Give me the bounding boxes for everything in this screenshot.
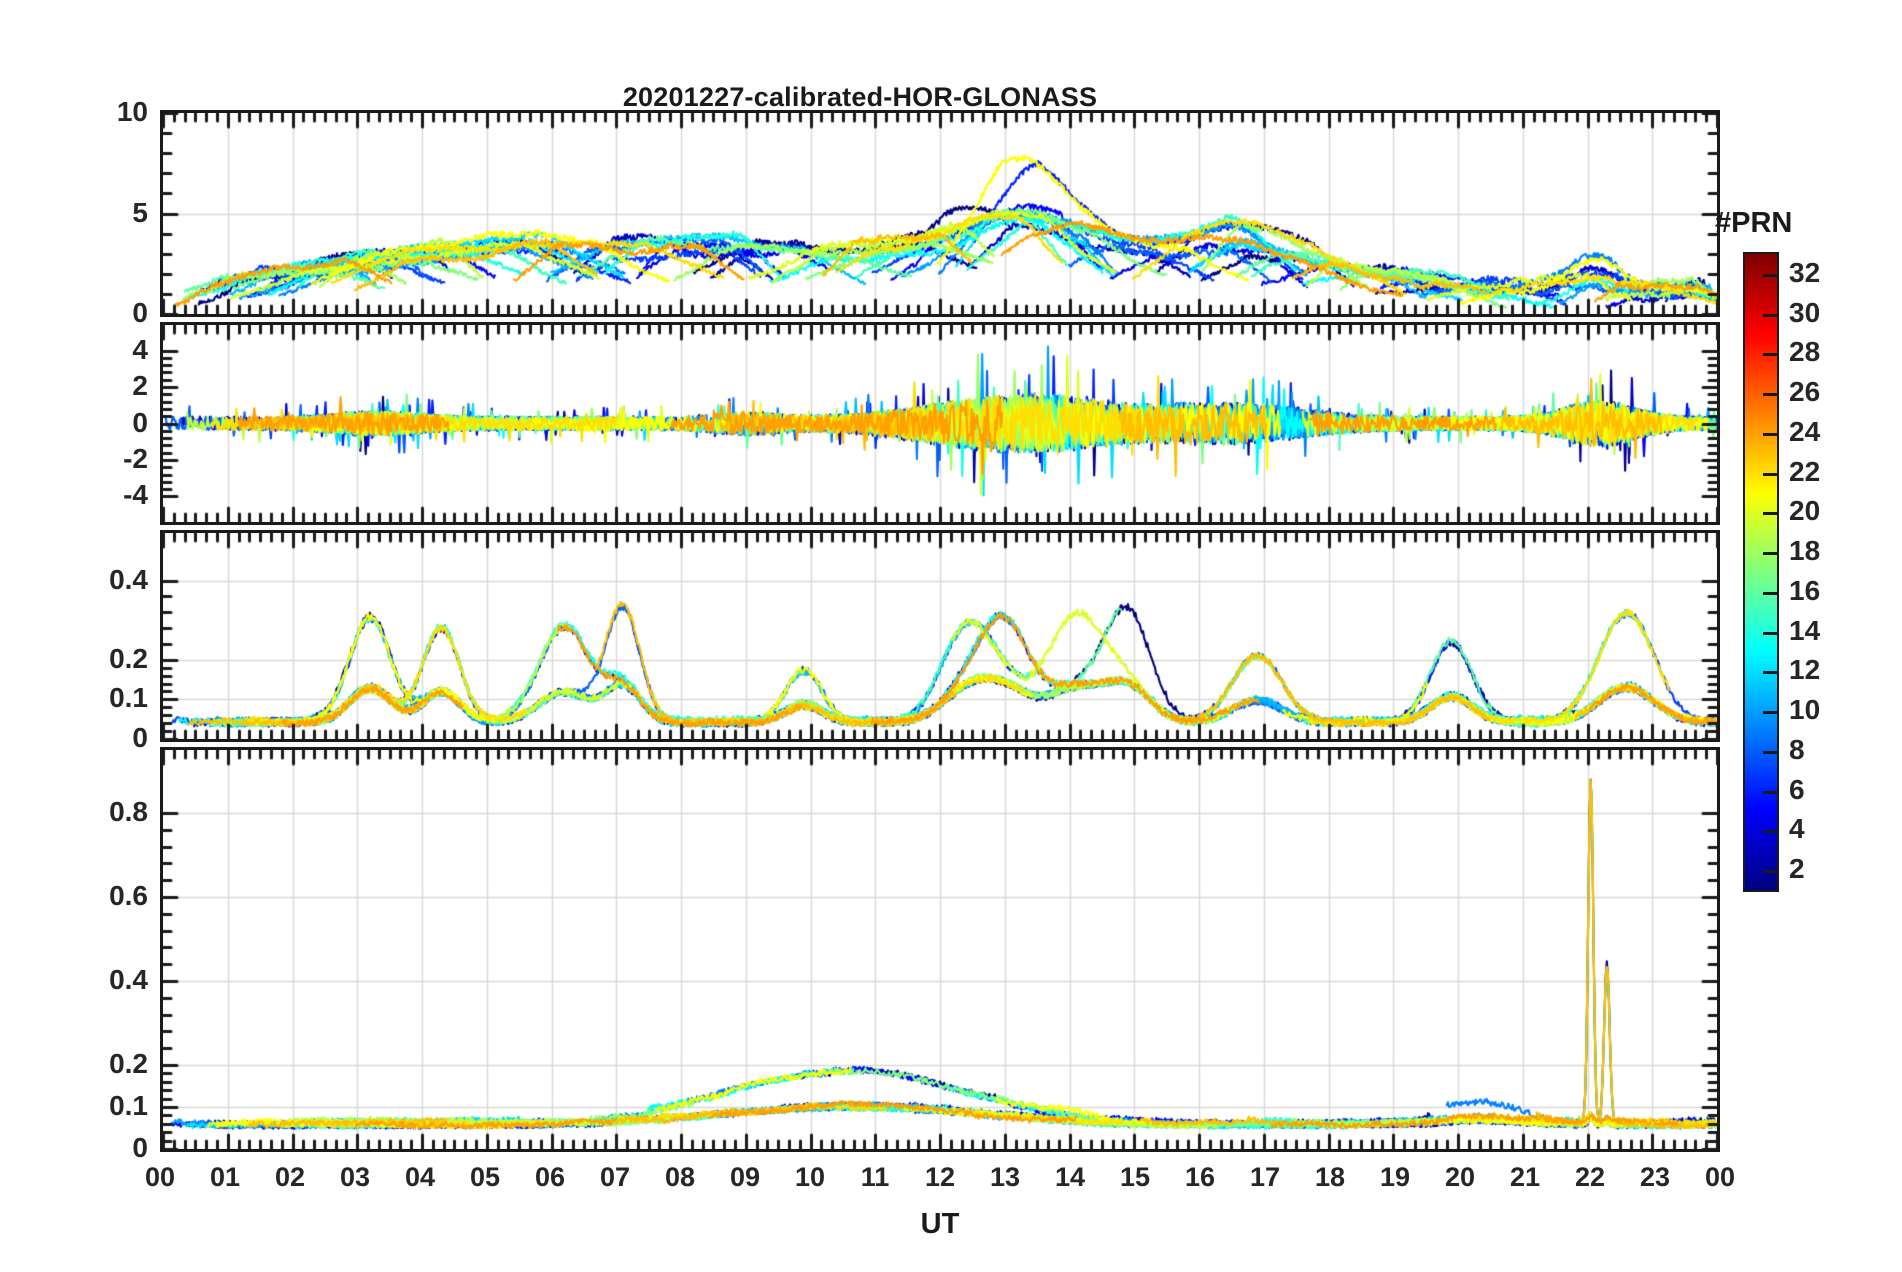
colorbar-tick-13: 6 [1789,773,1805,805]
colorbar-tickmark-15 [1763,870,1777,873]
colorbar-tickmark-13 [1763,791,1777,794]
xtick-9: 09 [729,1162,761,1192]
colorbar-tickmark-11 [1763,711,1777,714]
ytick-vtec-0: 0 [132,297,148,328]
xtick-20: 20 [1444,1162,1476,1192]
ytick-rot-3: 2 [132,370,148,402]
xtick-16: 16 [1184,1162,1216,1192]
xtick-8: 08 [664,1162,696,1192]
plot-canvas-vtec [163,113,1717,314]
colorbar-tickmark-1 [1763,314,1777,317]
colorbar-tick-15: 2 [1789,853,1805,885]
xtick-6: 06 [534,1162,566,1192]
colorbar-tickmark-3 [1763,393,1777,396]
colorbar-tick-0: 32 [1789,256,1821,288]
colorbar-tickmark-8 [1763,592,1777,595]
ytick-vtec-2: 10 [116,96,148,127]
plot-canvas-rot [163,325,1717,522]
plot-panel-sigma_phi [160,747,1720,1152]
ytick-rot-1: -2 [123,442,148,474]
colorbar-tick-4: 24 [1789,415,1821,447]
xtick-14: 14 [1054,1162,1086,1192]
xtick-21: 21 [1509,1162,1541,1192]
x-axis-label: UT [920,1208,960,1240]
xtick-24: 00 [1704,1162,1736,1192]
xtick-18: 18 [1314,1162,1346,1192]
plot-panel-s4 [160,530,1720,742]
xtick-0: 00 [144,1162,176,1192]
colorbar-tick-10: 12 [1789,654,1821,686]
xtick-3: 03 [339,1162,371,1192]
colorbar-tickmark-2 [1763,353,1777,356]
ytick-s4-1: 0.1 [109,682,148,714]
ytick-vtec-1: 5 [132,196,148,228]
ytick-s4-3: 0.4 [109,563,148,595]
colorbar-tick-3: 26 [1789,376,1821,408]
ytick-sigma_phi-4: 0.6 [109,880,148,911]
colorbar-tickmark-12 [1763,751,1777,754]
colorbar-tickmark-9 [1763,632,1777,635]
xtick-1: 01 [209,1162,241,1192]
xtick-10: 10 [794,1162,826,1192]
xtick-15: 15 [1119,1162,1151,1192]
ytick-s4-2: 0.2 [109,642,148,674]
colorbar-tickmark-7 [1763,552,1777,555]
xtick-11: 11 [860,1162,890,1192]
colorbar-tick-8: 16 [1789,574,1821,606]
colorbar-tick-11: 10 [1789,694,1821,726]
xtick-13: 13 [989,1162,1021,1192]
xtick-17: 17 [1249,1162,1281,1192]
ytick-sigma_phi-1: 0.1 [109,1090,148,1121]
plot-panel-vtec [160,110,1720,317]
colorbar-tick-6: 20 [1789,495,1821,527]
plot-panel-rot [160,322,1720,525]
ytick-s4-0: 0 [132,722,148,753]
plot-canvas-s4 [163,533,1717,739]
colorbar-tick-5: 22 [1789,455,1821,487]
colorbar-tick-7: 18 [1789,535,1821,567]
xtick-4: 04 [404,1162,436,1192]
ytick-rot-2: 0 [132,406,148,438]
xtick-5: 05 [469,1162,501,1192]
ytick-rot-0: -4 [123,479,148,511]
prn-colorbar[interactable] [1743,252,1779,892]
colorbar-tick-14: 4 [1789,813,1805,845]
ytick-sigma_phi-2: 0.2 [109,1048,148,1079]
colorbar-title: #PRN [1715,207,1793,239]
ytick-sigma_phi-5: 0.8 [109,796,148,827]
figure-title: 20201227-calibrated-HOR-GLONASS [622,82,1098,112]
xtick-19: 19 [1379,1162,1411,1192]
ytick-sigma_phi-3: 0.4 [109,964,148,995]
colorbar-tick-9: 14 [1789,614,1821,646]
colorbar-gradient [1745,254,1777,890]
colorbar-tickmark-14 [1763,830,1777,833]
ytick-rot-4: 4 [132,333,148,365]
colorbar-tickmark-10 [1763,671,1777,674]
colorbar-tickmark-4 [1763,433,1777,436]
colorbar-tickmark-6 [1763,512,1777,515]
colorbar-tickmark-0 [1763,274,1777,277]
colorbar-tick-2: 28 [1789,336,1821,368]
colorbar-tick-12: 8 [1789,733,1805,765]
xtick-12: 12 [924,1162,956,1192]
xtick-23: 23 [1639,1162,1671,1192]
xtick-2: 02 [274,1162,306,1192]
xtick-7: 07 [599,1162,631,1192]
xtick-22: 22 [1574,1162,1606,1192]
plot-canvas-sigma_phi [163,750,1717,1149]
ytick-sigma_phi-0: 0 [132,1132,148,1163]
colorbar-tick-1: 30 [1789,296,1821,328]
colorbar-tickmark-5 [1763,473,1777,476]
